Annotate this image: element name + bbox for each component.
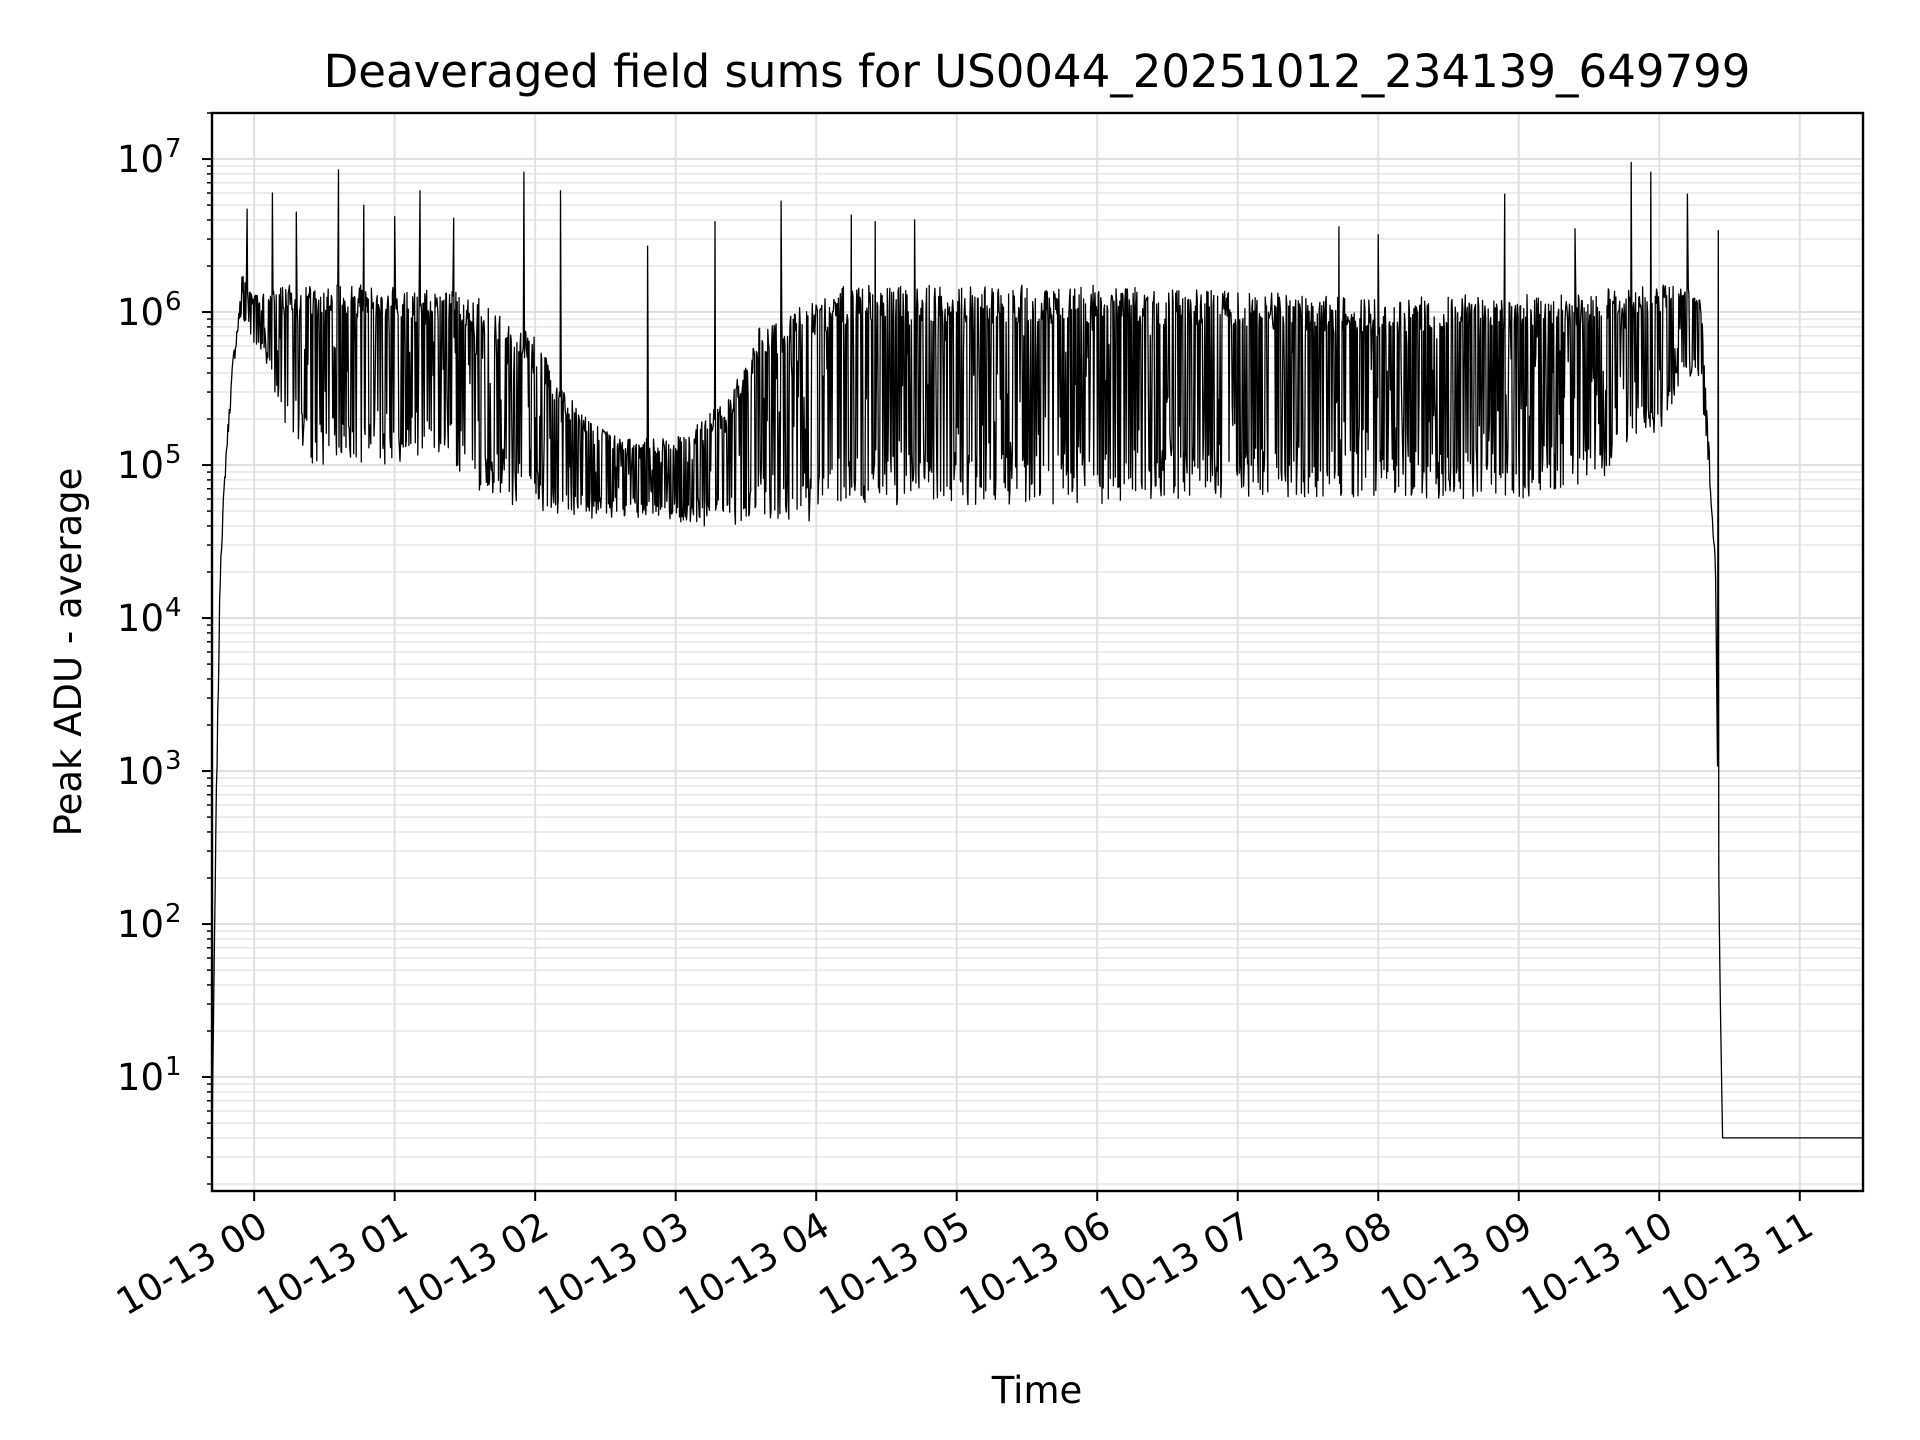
y-tick-label-exponent: 3: [165, 746, 182, 776]
x-tick-label: 10-13 07: [1093, 1204, 1259, 1324]
x-tick-label: 10-13 05: [812, 1204, 978, 1324]
y-tick-label-exponent: 5: [165, 440, 182, 470]
y-tick-label: 10: [117, 138, 164, 181]
y-tick-label-exponent: 4: [165, 593, 182, 623]
x-tick-label: 10-13 00: [109, 1204, 275, 1324]
x-tick-label: 10-13 02: [390, 1204, 556, 1324]
y-tick-label: 10: [117, 903, 164, 946]
x-tick-label: 10-13 04: [671, 1204, 837, 1324]
grid-minor-lines: [212, 112, 1863, 1185]
x-tick-label: 10-13 06: [952, 1204, 1118, 1324]
series-line: [211, 161, 1864, 1139]
y-tick-label: 10: [117, 291, 164, 334]
x-tick-label: 10-13 11: [1655, 1204, 1821, 1324]
y-tick-label-exponent: 2: [165, 899, 182, 929]
y-axis-label: Peak ADU - average: [47, 468, 90, 837]
x-tick-label: 10-13 10: [1514, 1204, 1680, 1324]
y-tick-label: 10: [117, 750, 164, 793]
y-tick-label: 10: [117, 1056, 164, 1099]
x-tick-label: 10-13 03: [531, 1204, 697, 1324]
x-tick-label: 10-13 09: [1374, 1204, 1540, 1324]
x-axis-label: Time: [991, 1369, 1083, 1412]
x-tick-label: 10-13 08: [1233, 1204, 1399, 1324]
y-tick-label-exponent: 6: [165, 287, 182, 317]
y-tick-label: 10: [117, 444, 164, 487]
y-tick-label-exponent: 7: [165, 134, 182, 164]
x-tick-label: 10-13 01: [250, 1204, 416, 1324]
y-tick-label: 10: [117, 597, 164, 640]
chart-title: Deaveraged field sums for US0044_2025101…: [324, 45, 1751, 98]
y-tick-label-exponent: 1: [165, 1052, 182, 1082]
